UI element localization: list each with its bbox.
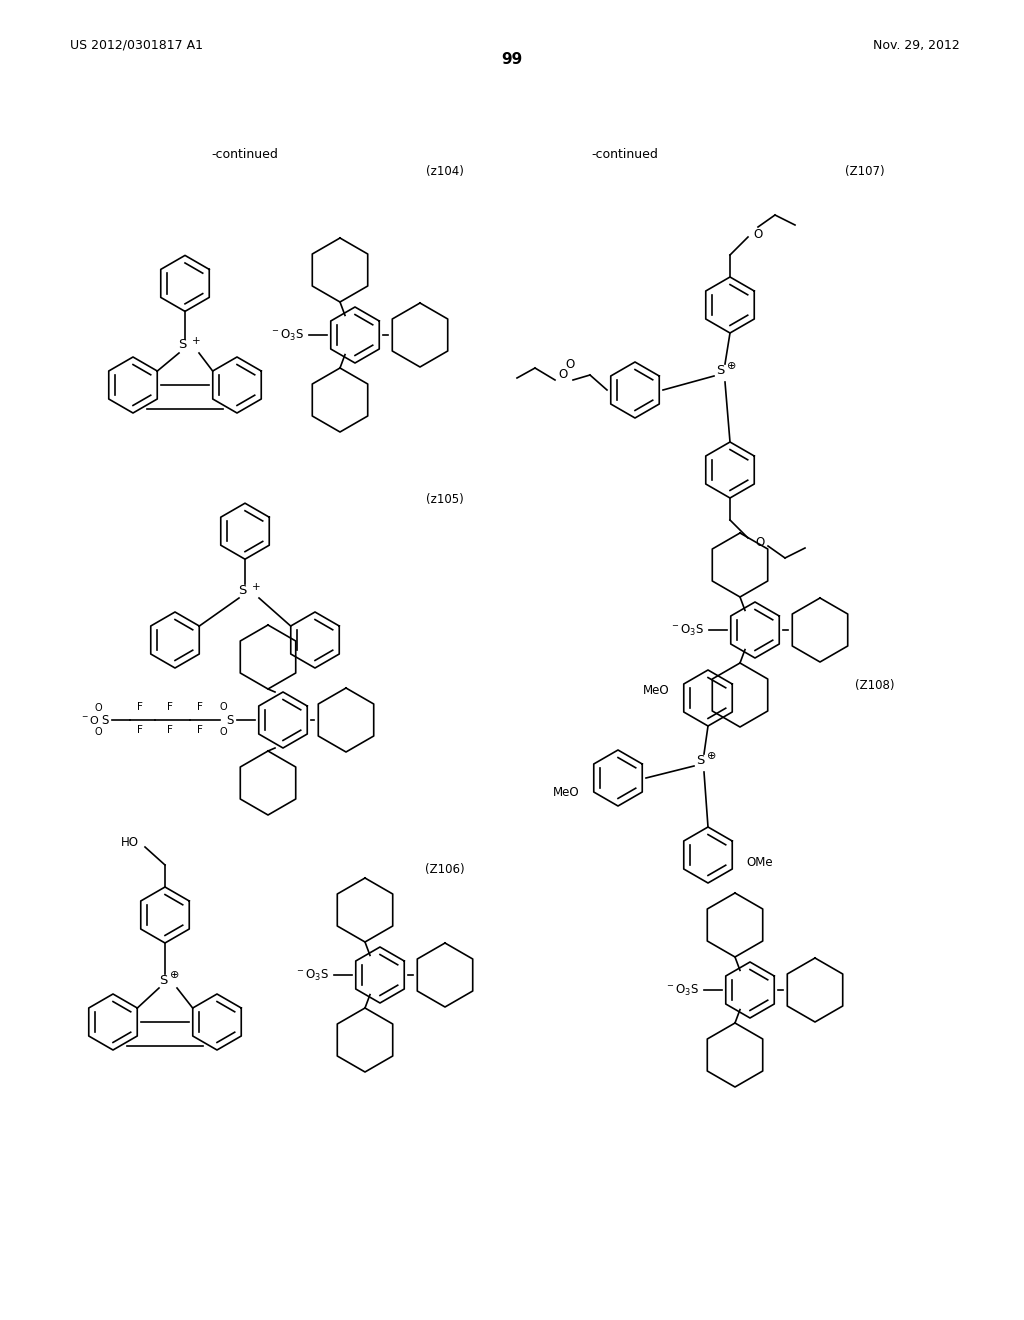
Text: F: F <box>167 725 173 735</box>
Text: MeO: MeO <box>553 787 580 800</box>
Text: F: F <box>197 702 203 711</box>
Text: O: O <box>754 228 763 242</box>
Text: O: O <box>565 359 574 371</box>
Text: ⊕: ⊕ <box>170 970 179 979</box>
Text: O: O <box>94 704 101 713</box>
Text: ⊕: ⊕ <box>708 751 717 762</box>
Text: +: + <box>252 582 260 591</box>
Text: (Z106): (Z106) <box>425 863 465 876</box>
Text: -continued: -continued <box>212 149 279 161</box>
Text: S: S <box>178 338 186 351</box>
Text: (z105): (z105) <box>426 494 464 507</box>
Text: $^-$O$_3$S: $^-$O$_3$S <box>670 623 705 638</box>
Text: 99: 99 <box>502 53 522 67</box>
Text: O: O <box>94 727 101 737</box>
Text: O: O <box>756 536 765 549</box>
Text: (z104): (z104) <box>426 165 464 178</box>
Text: HO: HO <box>121 837 139 850</box>
Text: (Z108): (Z108) <box>855 678 895 692</box>
Text: OMe: OMe <box>746 857 773 870</box>
Text: O: O <box>219 727 226 737</box>
Text: F: F <box>167 702 173 711</box>
Text: F: F <box>137 702 143 711</box>
Text: MeO: MeO <box>643 684 670 697</box>
Text: S: S <box>159 974 167 986</box>
Text: S: S <box>716 363 724 376</box>
Text: -continued: -continued <box>592 149 658 161</box>
Text: +: + <box>191 337 201 346</box>
Text: O: O <box>219 702 226 711</box>
Text: $^-$O$_3$S: $^-$O$_3$S <box>665 982 699 998</box>
Text: $^-$O$_3$S: $^-$O$_3$S <box>270 327 304 343</box>
Text: $^-$O: $^-$O <box>80 714 100 726</box>
Text: Nov. 29, 2012: Nov. 29, 2012 <box>873 38 961 51</box>
Text: US 2012/0301817 A1: US 2012/0301817 A1 <box>70 38 203 51</box>
Text: S: S <box>226 714 233 726</box>
Text: ⊕: ⊕ <box>727 360 736 371</box>
Text: S: S <box>101 714 109 726</box>
Text: (Z107): (Z107) <box>845 165 885 178</box>
Text: S: S <box>696 754 705 767</box>
Text: S: S <box>238 583 246 597</box>
Text: O: O <box>558 368 567 381</box>
Text: $^-$O$_3$S: $^-$O$_3$S <box>295 968 329 982</box>
Text: F: F <box>197 725 203 735</box>
Text: F: F <box>137 725 143 735</box>
